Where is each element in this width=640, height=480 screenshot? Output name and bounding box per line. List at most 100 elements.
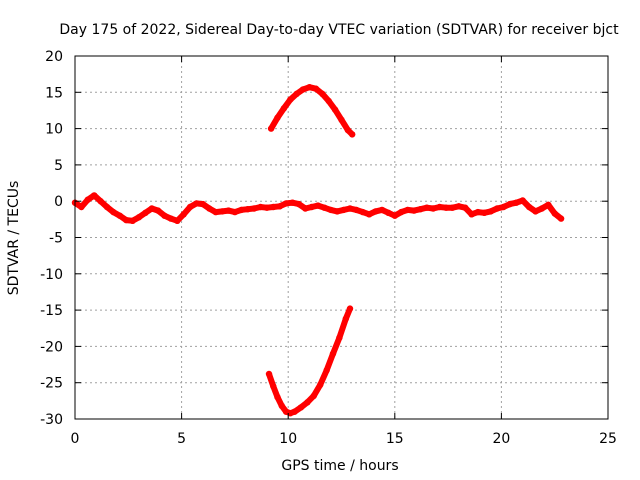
x-axis: 0 5 10 15 20 25 bbox=[71, 56, 617, 447]
data-point bbox=[302, 205, 309, 212]
data-point bbox=[293, 90, 300, 98]
data-point bbox=[238, 206, 245, 214]
data-point bbox=[180, 211, 187, 218]
data-point bbox=[327, 206, 334, 214]
data-point bbox=[186, 203, 194, 211]
data-point bbox=[299, 86, 307, 93]
data-point bbox=[174, 217, 181, 224]
data-point bbox=[323, 367, 330, 374]
data-point bbox=[436, 203, 443, 211]
data-point bbox=[314, 202, 322, 209]
y-axis-title: SDTVAR / TECUs bbox=[6, 181, 22, 296]
data-point bbox=[103, 203, 111, 211]
data-point bbox=[366, 211, 373, 218]
data-point bbox=[129, 217, 136, 224]
series-main bbox=[71, 192, 565, 224]
data-point bbox=[167, 215, 175, 222]
data-point bbox=[391, 212, 398, 219]
data-point bbox=[455, 203, 462, 210]
data-point bbox=[225, 207, 232, 214]
data-point bbox=[344, 126, 352, 134]
data-point bbox=[338, 116, 345, 124]
data-point bbox=[91, 192, 98, 199]
data-point bbox=[532, 208, 539, 215]
x-tick-label: 15 bbox=[386, 431, 404, 447]
series-line bbox=[266, 305, 353, 417]
data-point bbox=[250, 205, 258, 212]
y-axis: -30 -25 -20 -15 -10 -5 0 5 10 15 20 bbox=[40, 49, 608, 428]
data-point bbox=[487, 208, 494, 215]
data-point bbox=[265, 370, 273, 378]
data-point bbox=[116, 212, 124, 219]
data-point bbox=[84, 196, 92, 203]
data-point bbox=[282, 200, 290, 207]
data-point bbox=[110, 208, 117, 216]
data-point bbox=[304, 399, 311, 406]
data-point bbox=[468, 211, 475, 218]
data-point bbox=[287, 96, 294, 103]
data-point bbox=[278, 402, 285, 410]
x-tick-label: 0 bbox=[71, 431, 80, 447]
y-tick-label: -5 bbox=[49, 231, 63, 247]
data-point bbox=[372, 208, 379, 215]
data-point bbox=[276, 203, 283, 210]
y-tick-label: 10 bbox=[45, 122, 63, 138]
data-point bbox=[148, 205, 155, 212]
grid bbox=[75, 56, 608, 419]
data-point bbox=[551, 210, 558, 217]
data-point bbox=[244, 206, 251, 213]
data-point bbox=[289, 199, 296, 206]
data-point bbox=[349, 131, 356, 138]
series-upper-arc bbox=[267, 84, 356, 138]
x-axis-title: GPS time / hours bbox=[281, 458, 398, 474]
data-point bbox=[135, 214, 143, 221]
data-point bbox=[231, 208, 239, 216]
series-lower-arc bbox=[265, 305, 354, 417]
data-point bbox=[423, 204, 430, 211]
data-point bbox=[442, 204, 450, 211]
y-tick-label: 0 bbox=[54, 194, 63, 210]
data-point bbox=[280, 105, 288, 112]
data-point bbox=[513, 199, 520, 206]
data-point bbox=[78, 203, 85, 211]
data-point bbox=[329, 350, 337, 357]
data-point bbox=[312, 85, 320, 92]
data-point bbox=[417, 206, 424, 213]
data-point bbox=[321, 204, 328, 211]
y-tick-label: -15 bbox=[40, 303, 63, 319]
data-point bbox=[404, 206, 411, 214]
y-tick-label: 20 bbox=[45, 49, 63, 65]
data-point bbox=[199, 200, 207, 208]
data-point bbox=[334, 208, 341, 215]
data-point bbox=[306, 84, 313, 91]
data-point bbox=[97, 198, 104, 205]
data-point bbox=[206, 205, 213, 212]
data-point bbox=[274, 114, 281, 121]
data-point bbox=[218, 208, 226, 215]
data-point bbox=[410, 207, 418, 214]
data-point bbox=[310, 392, 317, 399]
data-point bbox=[545, 201, 552, 208]
data-point bbox=[525, 203, 533, 211]
data-point bbox=[398, 208, 405, 216]
data-point bbox=[538, 205, 546, 212]
x-tick-label: 10 bbox=[279, 431, 297, 447]
data-point bbox=[267, 125, 275, 132]
data-point bbox=[336, 334, 343, 341]
data-point bbox=[161, 212, 168, 219]
data-point bbox=[331, 106, 339, 113]
data-point bbox=[462, 204, 469, 211]
data-point bbox=[270, 203, 277, 211]
data-point bbox=[359, 208, 366, 216]
x-tick-label: 20 bbox=[492, 431, 510, 447]
data-point bbox=[325, 97, 332, 105]
y-tick-label: 5 bbox=[54, 158, 63, 174]
data-point bbox=[263, 204, 271, 211]
chart-title: Day 175 of 2022, Sidereal Day-to-day VTE… bbox=[59, 22, 619, 38]
data-point bbox=[493, 205, 501, 212]
data-point bbox=[353, 206, 360, 214]
series-layer bbox=[71, 84, 565, 417]
data-point bbox=[378, 206, 386, 214]
data-point bbox=[257, 203, 264, 211]
data-point bbox=[346, 205, 354, 212]
